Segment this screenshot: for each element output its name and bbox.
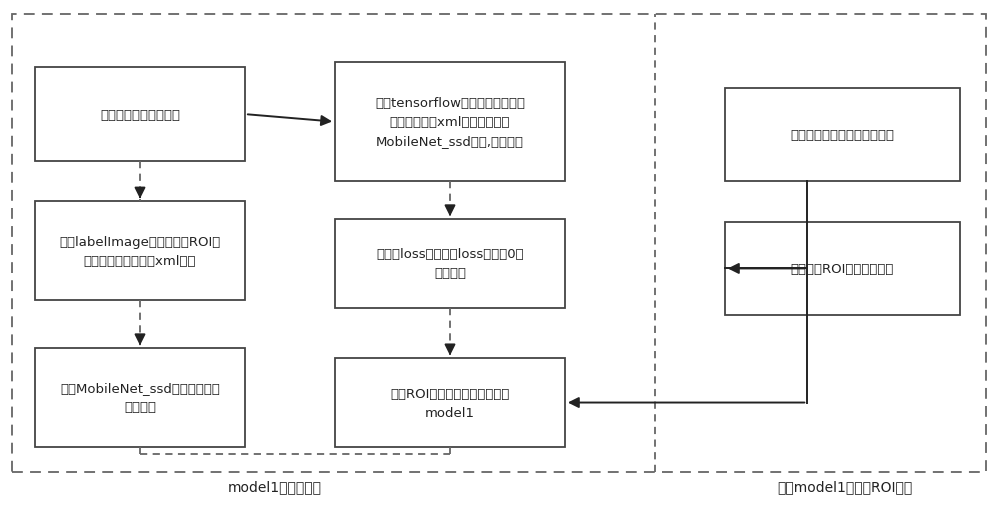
FancyBboxPatch shape bbox=[35, 202, 245, 300]
FancyBboxPatch shape bbox=[35, 348, 245, 447]
Text: 当训练loss收敛时，loss值接近0并
趋于稳定: 当训练loss收敛时，loss值接近0并 趋于稳定 bbox=[376, 248, 524, 280]
Text: model1的训练过程: model1的训练过程 bbox=[228, 479, 322, 493]
Text: 输出手掌ROI区域位置信息: 输出手掌ROI区域位置信息 bbox=[791, 263, 894, 275]
Text: 基于model1的手掌ROI检测: 基于model1的手掌ROI检测 bbox=[777, 479, 913, 493]
Text: 采集大量红外手掌图像: 采集大量红外手掌图像 bbox=[100, 109, 180, 121]
FancyBboxPatch shape bbox=[725, 88, 960, 182]
Text: 基于MobileNet_ssd网络，设置训
练超参数: 基于MobileNet_ssd网络，设置训 练超参数 bbox=[60, 382, 220, 414]
Text: 基于tensorflow框架，将红外手掌
图像和对应的xml文件一起输入
MobileNet_ssd网络,开始训练: 基于tensorflow框架，将红外手掌 图像和对应的xml文件一起输入 Mob… bbox=[375, 97, 525, 148]
FancyBboxPatch shape bbox=[335, 359, 565, 447]
Text: 选择ROI检出率最高的模型，即
model1: 选择ROI检出率最高的模型，即 model1 bbox=[390, 387, 510, 419]
FancyBboxPatch shape bbox=[35, 68, 245, 162]
Text: 使用labelImage工具，进行ROI标
注，获得相同数量的xml文件: 使用labelImage工具，进行ROI标 注，获得相同数量的xml文件 bbox=[59, 235, 221, 267]
Text: 采集一张待检测红外手掌图像: 采集一张待检测红外手掌图像 bbox=[790, 129, 895, 141]
FancyBboxPatch shape bbox=[335, 220, 565, 308]
FancyBboxPatch shape bbox=[725, 222, 960, 316]
FancyBboxPatch shape bbox=[335, 63, 565, 182]
